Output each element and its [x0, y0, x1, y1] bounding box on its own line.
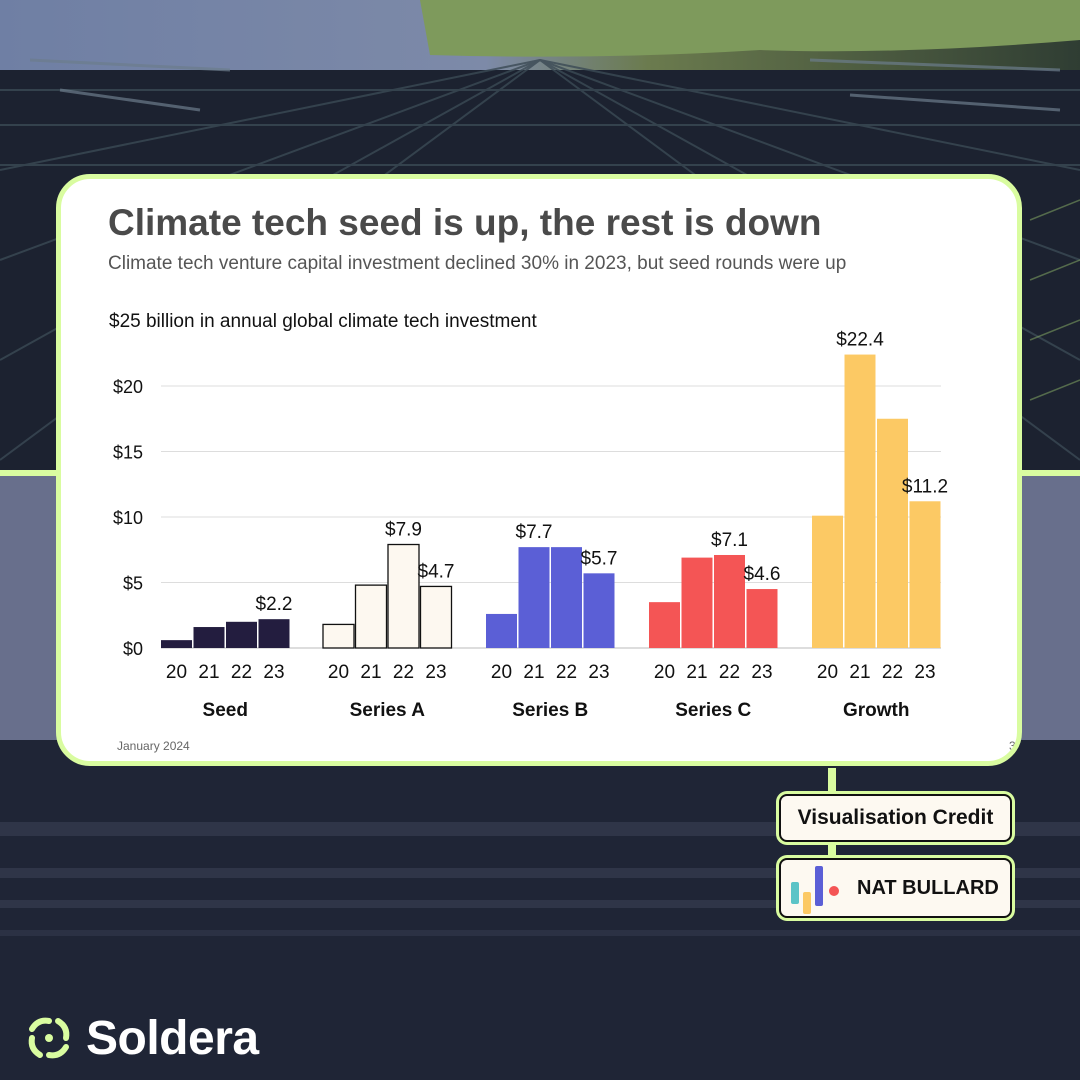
bar-series-b-23: [583, 573, 615, 648]
x-tick-year: 21: [198, 662, 219, 683]
chart: Climate tech seed is up, the rest is dow…: [108, 202, 1016, 753]
x-tick-year: 23: [751, 662, 772, 683]
x-tick-year: 22: [231, 662, 252, 683]
bar-series-c-23: [746, 589, 778, 648]
x-tick-year: 20: [654, 662, 675, 683]
data-label: $7.9: [385, 520, 422, 541]
x-tick-year: 23: [914, 662, 935, 683]
chart-title: Climate tech seed is up, the rest is dow…: [108, 202, 821, 243]
x-tick-year: 20: [817, 662, 838, 683]
bars: [161, 354, 941, 649]
x-tick-year: 22: [882, 662, 903, 683]
x-tick-year: 21: [523, 662, 544, 683]
footer-date: January 2024: [117, 739, 190, 753]
chart-card: Climate tech seed is up, the rest is dow…: [56, 174, 1022, 766]
group-label: Growth: [843, 700, 910, 721]
bar-series-c-21: [681, 557, 713, 648]
footer-page: 3: [1009, 739, 1016, 753]
x-tick-year: 21: [686, 662, 707, 683]
group-label: Seed: [203, 700, 248, 721]
credit-author-box: NAT BULLARD: [779, 858, 1012, 918]
x-tick-year: 21: [360, 662, 381, 683]
data-label: $22.4: [836, 330, 884, 351]
x-tick-year: 22: [719, 662, 740, 683]
bar-seed-22: [226, 621, 257, 648]
x-tick-year: 23: [588, 662, 609, 683]
bar-chart-logo-icon: [791, 866, 839, 914]
visualisation-credit-label: Visualisation Credit: [779, 794, 1012, 842]
bar-growth-23: [909, 501, 941, 648]
x-tick-year: 22: [556, 662, 577, 683]
soldera-logo-icon: [28, 1017, 70, 1059]
bar-series-a-21: [354, 584, 388, 649]
bar-seed-23: [258, 619, 290, 648]
x-tick-year: 20: [491, 662, 512, 683]
bar-series-b-22: [551, 547, 582, 648]
x-tick-year: 22: [393, 662, 414, 683]
y-tick-label: $15: [113, 443, 143, 463]
y-tick-labels: $0 $5 $10 $15 $20: [113, 377, 143, 659]
bar-growth-22: [877, 418, 908, 648]
chart-subtitle: Climate tech venture capital investment …: [108, 253, 846, 274]
data-labels: $2.2 $7.9 $4.7 $7.7 $5.7 $7.1 $4.6 $22.4 $11.2: [256, 330, 949, 616]
credit-author-name: NAT BULLARD: [857, 876, 999, 899]
bar-series-a-23: [419, 585, 453, 649]
credit-label-text: Visualisation Credit: [797, 806, 994, 829]
bar-series-b-21: [518, 547, 550, 648]
data-label: $4.6: [744, 564, 781, 585]
y-tick-label: $0: [123, 639, 143, 659]
data-label: $5.7: [581, 548, 618, 569]
x-tick-year: 23: [263, 662, 284, 683]
bar-growth-20: [812, 515, 843, 648]
y-tick-label: $5: [123, 574, 143, 594]
y-tick-label: $10: [113, 508, 143, 528]
y-tick-label: $20: [113, 377, 143, 397]
y-axis-label: $25 billion in annual global climate tec…: [109, 311, 537, 332]
data-label: $11.2: [902, 476, 948, 497]
x-tick-year: 20: [328, 662, 349, 683]
bar-series-b-20: [486, 613, 517, 648]
bar-series-c-22: [714, 554, 745, 648]
group-label: Series A: [350, 700, 426, 721]
data-label: $2.2: [256, 594, 293, 615]
x-tick-year: 23: [425, 662, 446, 683]
bar-series-a-20: [322, 623, 355, 649]
data-label: $7.7: [516, 522, 553, 543]
group-label: Series C: [675, 700, 751, 721]
bar-series-a-22: [387, 543, 420, 649]
data-label: $7.1: [711, 530, 748, 551]
brand-logo: Soldera: [24, 1006, 259, 1070]
bar-seed-20: [161, 640, 192, 648]
group-label: Series B: [512, 700, 588, 721]
x-tick-year: 21: [849, 662, 870, 683]
x-tick-year: 20: [166, 662, 187, 683]
brand-name: Soldera: [86, 1011, 259, 1065]
bar-growth-21: [844, 354, 876, 648]
bar-seed-21: [193, 627, 225, 648]
bar-series-c-20: [649, 602, 680, 648]
data-label: $4.7: [418, 561, 455, 582]
